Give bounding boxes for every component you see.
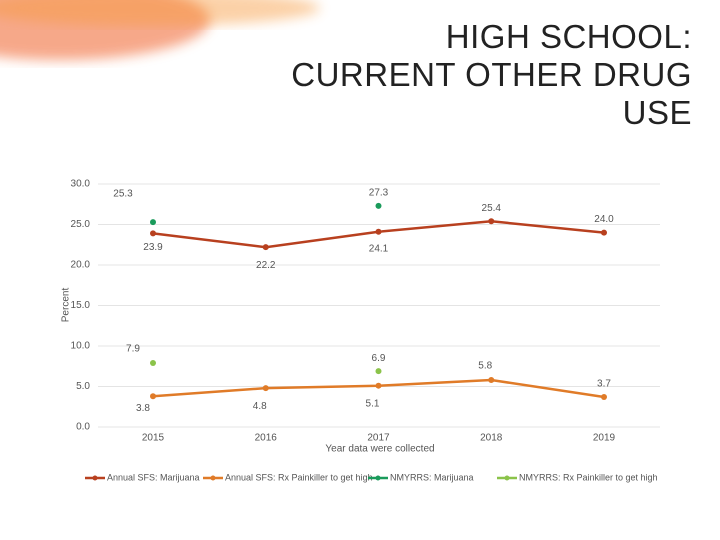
data-label: 4.8 — [253, 401, 267, 412]
data-point — [488, 377, 495, 384]
title-line: USE — [622, 94, 692, 131]
data-label: 27.3 — [369, 188, 389, 199]
data-point — [375, 368, 382, 375]
y-tick-label: 15.0 — [71, 300, 91, 311]
data-point — [262, 385, 269, 392]
title-line: CURRENT OTHER DRUG — [291, 56, 692, 93]
y-tick-label: 30.0 — [71, 179, 91, 190]
title-line: HIGH SCHOOL: — [445, 18, 692, 55]
y-tick-label: 5.0 — [76, 381, 90, 392]
data-point — [150, 219, 156, 226]
x-axis-label: Year data were collected — [325, 444, 434, 455]
y-axis-label: Percent — [61, 288, 72, 323]
legend-label: NMYRRS: Rx Painkiller to get high — [519, 472, 658, 482]
legend-marker — [92, 475, 98, 481]
y-tick-label: 25.0 — [71, 219, 91, 230]
data-point — [488, 218, 495, 225]
data-label: 5.1 — [366, 398, 380, 409]
legend-marker — [375, 475, 381, 481]
legend-item: Annual SFS: Marijuana — [85, 472, 200, 482]
legend-marker — [210, 475, 216, 481]
data-label: 5.8 — [478, 361, 492, 372]
y-tick-label: 0.0 — [76, 422, 90, 433]
data-label: 3.8 — [136, 403, 150, 414]
x-tick-label: 2018 — [480, 433, 503, 444]
data-label: 24.1 — [369, 243, 389, 254]
data-label: 22.2 — [256, 260, 276, 271]
slide-title: HIGH SCHOOL: CURRENT OTHER DRUG USE — [291, 18, 692, 132]
data-label: 24.0 — [594, 214, 614, 225]
y-tick-label: 10.0 — [71, 341, 91, 352]
x-tick-label: 2016 — [255, 433, 278, 444]
data-label: 23.9 — [143, 242, 163, 253]
data-label: 7.9 — [126, 344, 140, 355]
data-label: 3.7 — [597, 379, 611, 390]
data-point — [150, 393, 156, 400]
legend-marker — [504, 475, 510, 481]
data-point — [375, 202, 382, 209]
data-point — [601, 229, 607, 236]
legend-label: NMYRRS: Marijuana — [390, 472, 474, 482]
y-tick-label: 20.0 — [71, 260, 91, 271]
data-point — [150, 230, 156, 237]
legend-label: Annual SFS: Marijuana — [107, 472, 200, 482]
legend-item: NMYRRS: Rx Painkiller to get high — [497, 472, 658, 482]
x-tick-label: 2015 — [142, 433, 165, 444]
legend-item: Annual SFS: Rx Painkiller to get high — [203, 472, 373, 482]
legend-item: NMYRRS: Marijuana — [368, 472, 474, 482]
data-label: 25.3 — [113, 189, 133, 200]
data-label: 25.4 — [482, 203, 502, 214]
decor-stroke — [0, 0, 320, 26]
data-label: 6.9 — [372, 353, 386, 364]
data-point — [262, 244, 269, 251]
legend-label: Annual SFS: Rx Painkiller to get high — [225, 472, 373, 482]
x-tick-label: 2019 — [593, 433, 616, 444]
data-point — [601, 394, 607, 401]
data-point — [375, 382, 382, 389]
data-point — [150, 360, 156, 367]
data-point — [375, 228, 382, 235]
x-tick-label: 2017 — [367, 433, 390, 444]
